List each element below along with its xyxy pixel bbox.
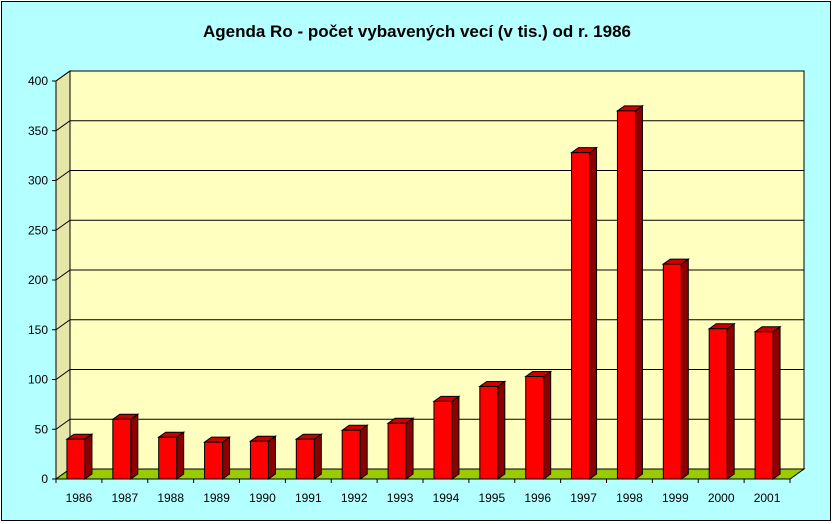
bar-front bbox=[204, 441, 224, 480]
y-tick-label: 0 bbox=[41, 472, 48, 486]
gridline bbox=[55, 269, 804, 281]
y-tick-label: 250 bbox=[28, 223, 48, 237]
y-tick-label: 150 bbox=[28, 323, 48, 337]
bar bbox=[707, 322, 736, 480]
bar-side bbox=[222, 436, 231, 480]
y-tick-label: 350 bbox=[28, 124, 48, 138]
bar-side bbox=[772, 325, 781, 480]
bar-side bbox=[359, 424, 368, 480]
bar-front bbox=[433, 400, 453, 480]
x-tick-label: 1987 bbox=[111, 491, 138, 505]
bar-side bbox=[84, 433, 93, 480]
bar-front bbox=[662, 263, 682, 480]
bar-front bbox=[571, 152, 591, 480]
x-tick-label: 2001 bbox=[754, 491, 781, 505]
x-tick-label: 1990 bbox=[249, 491, 276, 505]
y-tick-label: 100 bbox=[28, 373, 48, 387]
bar bbox=[294, 433, 323, 480]
bar bbox=[570, 146, 599, 480]
bar-front bbox=[479, 385, 499, 480]
bar-side bbox=[267, 435, 276, 480]
bar-front bbox=[708, 328, 728, 480]
y-tick-label: 400 bbox=[28, 74, 48, 88]
bar bbox=[386, 417, 415, 480]
chart-title: Agenda Ro - počet vybavených vecí (v tis… bbox=[203, 22, 631, 41]
x-tick-label: 1989 bbox=[203, 491, 230, 505]
bar-side bbox=[680, 258, 689, 480]
y-tick-label: 200 bbox=[28, 273, 48, 287]
x-tick-label: 1988 bbox=[157, 491, 184, 505]
bar-front bbox=[249, 440, 269, 480]
bar bbox=[615, 104, 644, 480]
bar-front bbox=[387, 422, 407, 480]
x-tick-label: 1996 bbox=[524, 491, 551, 505]
bar-front bbox=[341, 429, 361, 480]
bar-front bbox=[158, 436, 178, 480]
bar-side bbox=[589, 146, 598, 480]
bar-side bbox=[726, 322, 735, 480]
x-tick-label: 1998 bbox=[616, 491, 643, 505]
bar-front bbox=[66, 438, 86, 480]
bar-side bbox=[313, 433, 322, 480]
bar bbox=[661, 258, 690, 480]
gridline bbox=[55, 120, 804, 132]
bar bbox=[753, 325, 782, 480]
bar-side bbox=[451, 395, 460, 480]
bar bbox=[203, 436, 232, 480]
bar-front bbox=[112, 418, 132, 480]
bar bbox=[248, 435, 277, 480]
bar-front bbox=[525, 376, 545, 480]
bar-side bbox=[130, 413, 139, 480]
gridline bbox=[55, 319, 804, 331]
gridline bbox=[55, 219, 804, 231]
bar bbox=[524, 370, 553, 480]
x-tick-label: 1986 bbox=[66, 491, 93, 505]
x-tick-label: 1993 bbox=[387, 491, 414, 505]
bar bbox=[478, 380, 507, 480]
bar-side bbox=[543, 370, 552, 480]
y-tick-label: 300 bbox=[28, 174, 48, 188]
x-tick-label: 1991 bbox=[295, 491, 322, 505]
bar-front bbox=[616, 110, 636, 480]
bar-side bbox=[634, 104, 643, 480]
bar bbox=[111, 413, 140, 480]
gridline bbox=[55, 418, 804, 430]
bar-front bbox=[754, 331, 774, 480]
bar-side bbox=[405, 417, 414, 480]
x-tick-label: 1995 bbox=[478, 491, 505, 505]
gridline bbox=[55, 170, 804, 181]
gridline bbox=[55, 369, 804, 380]
bar bbox=[340, 424, 369, 480]
bar bbox=[157, 431, 186, 480]
x-tick-label: 1994 bbox=[433, 491, 460, 505]
gridline bbox=[55, 70, 804, 82]
bar-side bbox=[497, 380, 506, 480]
x-tick-label: 1999 bbox=[662, 491, 689, 505]
x-tick-label: 1992 bbox=[341, 491, 368, 505]
x-tick-label: 2000 bbox=[708, 491, 735, 505]
bar-side bbox=[176, 431, 185, 480]
y-tick-label: 50 bbox=[35, 422, 49, 436]
bar bbox=[432, 395, 461, 480]
bar-front bbox=[295, 438, 315, 480]
x-tick-label: 1997 bbox=[570, 491, 597, 505]
bar bbox=[65, 433, 94, 480]
